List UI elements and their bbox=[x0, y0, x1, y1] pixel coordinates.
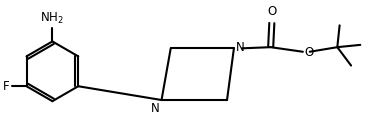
Text: O: O bbox=[304, 46, 313, 59]
Text: F: F bbox=[3, 80, 9, 93]
Text: N: N bbox=[236, 41, 245, 54]
Text: N: N bbox=[151, 102, 159, 115]
Text: O: O bbox=[267, 5, 276, 18]
Text: NH$_2$: NH$_2$ bbox=[40, 11, 64, 26]
